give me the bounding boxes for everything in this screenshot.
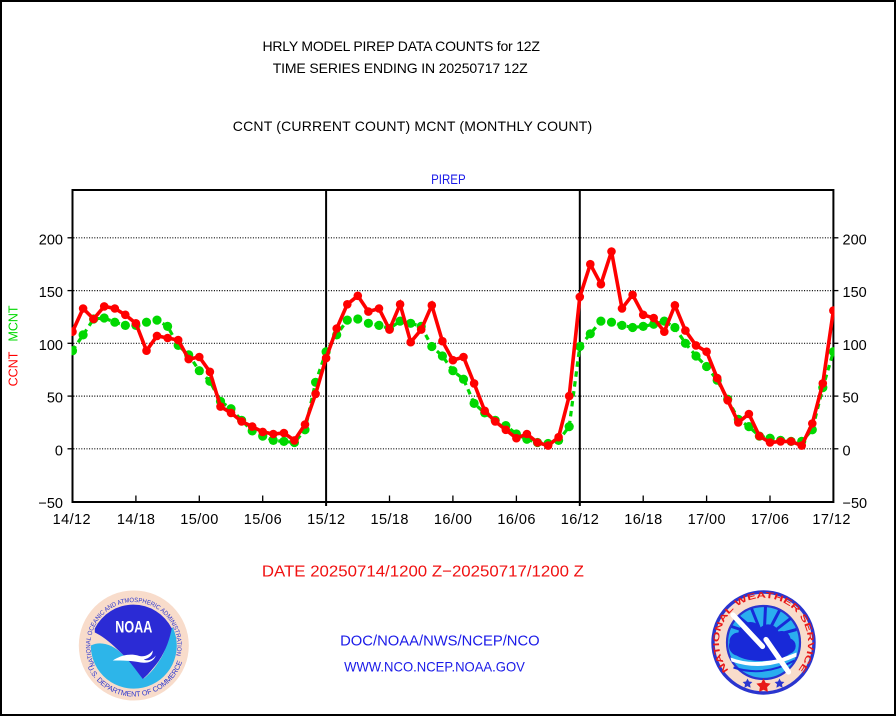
svg-text:15/00: 15/00	[180, 512, 218, 528]
svg-text:−50: −50	[38, 496, 63, 512]
svg-text:HRLY MODEL PIREP DATA COUNTS f: HRLY MODEL PIREP DATA COUNTS for 12Z	[262, 38, 540, 54]
svg-text:14/12: 14/12	[53, 512, 91, 528]
svg-text:17/00: 17/00	[688, 512, 726, 528]
svg-text:NOAA: NOAA	[115, 618, 152, 637]
svg-text:150: 150	[843, 285, 867, 301]
svg-text:50: 50	[843, 391, 859, 407]
svg-text:DOC/NOAA/NWS/NCEP/NCO: DOC/NOAA/NWS/NCEP/NCO	[340, 633, 540, 649]
svg-text:15/06: 15/06	[244, 512, 282, 528]
svg-text:16/12: 16/12	[561, 512, 599, 528]
svg-text:150: 150	[39, 285, 63, 301]
svg-text:MCNT: MCNT	[7, 305, 21, 341]
svg-text:50: 50	[47, 391, 63, 407]
svg-text:CCNT: CCNT	[7, 351, 21, 386]
svg-text:15/18: 15/18	[371, 512, 409, 528]
svg-text:17/06: 17/06	[751, 512, 789, 528]
svg-text:PIREP: PIREP	[431, 171, 466, 187]
svg-text:DATE 20250714/1200 Z−20250717/: DATE 20250714/1200 Z−20250717/1200 Z	[262, 564, 584, 581]
svg-text:0: 0	[843, 443, 851, 459]
svg-text:TIME SERIES ENDING IN 20250717: TIME SERIES ENDING IN 20250717 12Z	[273, 60, 528, 76]
svg-text:WWW.NCO.NCEP.NOAA.GOV: WWW.NCO.NCEP.NOAA.GOV	[344, 659, 525, 675]
svg-text:200: 200	[39, 232, 63, 248]
svg-text:14/18: 14/18	[117, 512, 155, 528]
svg-text:0: 0	[55, 443, 63, 459]
svg-text:−50: −50	[843, 496, 868, 512]
svg-text:100: 100	[843, 338, 867, 354]
svg-text:200: 200	[843, 232, 867, 248]
svg-text:17/12: 17/12	[812, 512, 850, 528]
svg-text:16/06: 16/06	[497, 512, 535, 528]
svg-text:16/18: 16/18	[624, 512, 662, 528]
svg-text:CCNT (CURRENT COUNT) MCNT (MON: CCNT (CURRENT COUNT) MCNT (MONTHLY COUNT…	[233, 118, 592, 134]
svg-text:16/00: 16/00	[434, 512, 472, 528]
svg-text:15/12: 15/12	[307, 512, 345, 528]
svg-text:100: 100	[39, 338, 63, 354]
